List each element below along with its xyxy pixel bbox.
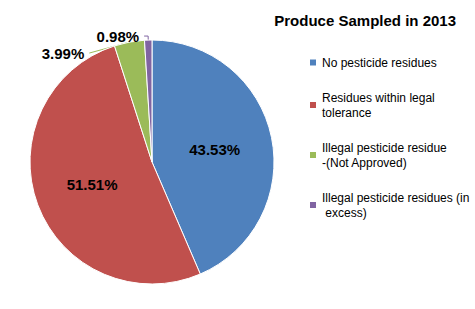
svg-text:excess): excess) (322, 206, 367, 220)
svg-text:Produce Sampled in 2013: Produce Sampled in 2013 (274, 12, 456, 29)
svg-text:No pesticide residues: No pesticide residues (322, 56, 437, 70)
svg-text:51.51%: 51.51% (67, 176, 118, 193)
svg-text:-(Not Approved): -(Not Approved) (322, 156, 407, 170)
svg-text:43.53%: 43.53% (189, 141, 240, 158)
svg-text:Illegal pesticide residue: Illegal pesticide residue (322, 141, 450, 155)
svg-text:Illegal pesticide residues (in: Illegal pesticide residues (in (322, 191, 469, 205)
svg-text:0.98%: 0.98% (97, 28, 140, 45)
svg-text:Residues within legal: Residues within legal (322, 91, 438, 105)
svg-text:tolerance: tolerance (322, 106, 372, 120)
svg-text:3.99%: 3.99% (42, 45, 85, 62)
